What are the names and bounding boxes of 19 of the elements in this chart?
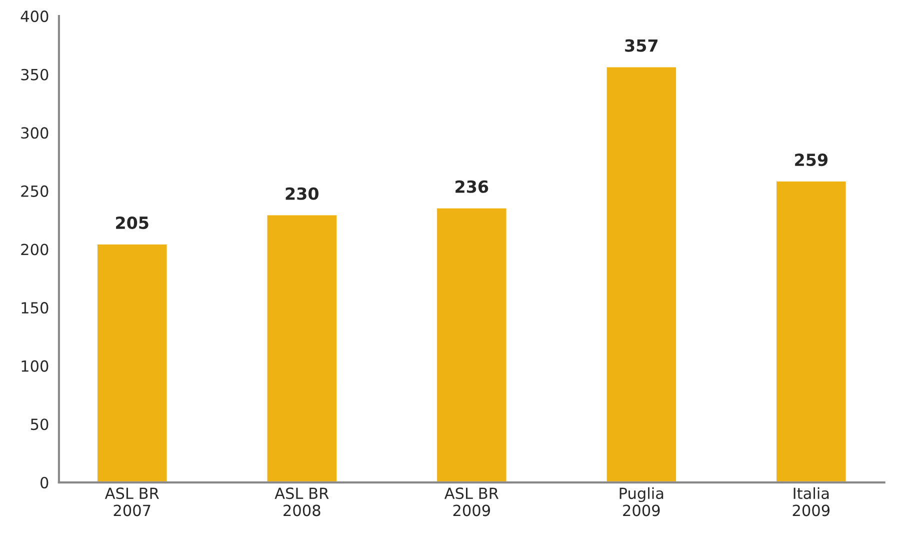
x-tick-label: ASL BR 2009 (444, 488, 499, 516)
x-tick-label: ASL BR 2008 (274, 488, 329, 516)
y-tick-label: 50 (30, 418, 48, 430)
y-tick-label: 100 (22, 360, 48, 372)
y-tick-label: 250 (21, 185, 48, 197)
y-tick-label: 0 (40, 476, 48, 488)
y-tick-label: 150 (22, 302, 48, 314)
y-tick-label: 400 (20, 10, 48, 22)
data-label: 205 (116, 216, 148, 230)
x-tick-label: ASL BR 2007 (104, 488, 159, 516)
data-label: 236 (456, 180, 488, 193)
x-tick-label: Puglia 2009 (620, 487, 664, 516)
data-label: 357 (625, 39, 658, 52)
y-tick-label: 350 (21, 68, 48, 80)
data-label: 230 (286, 187, 318, 200)
data-label: 259 (795, 154, 828, 166)
y-tick-label: 200 (21, 244, 48, 256)
y-tick-label: 300 (21, 127, 48, 139)
x-tick-label: Italia 2009 (792, 487, 830, 516)
